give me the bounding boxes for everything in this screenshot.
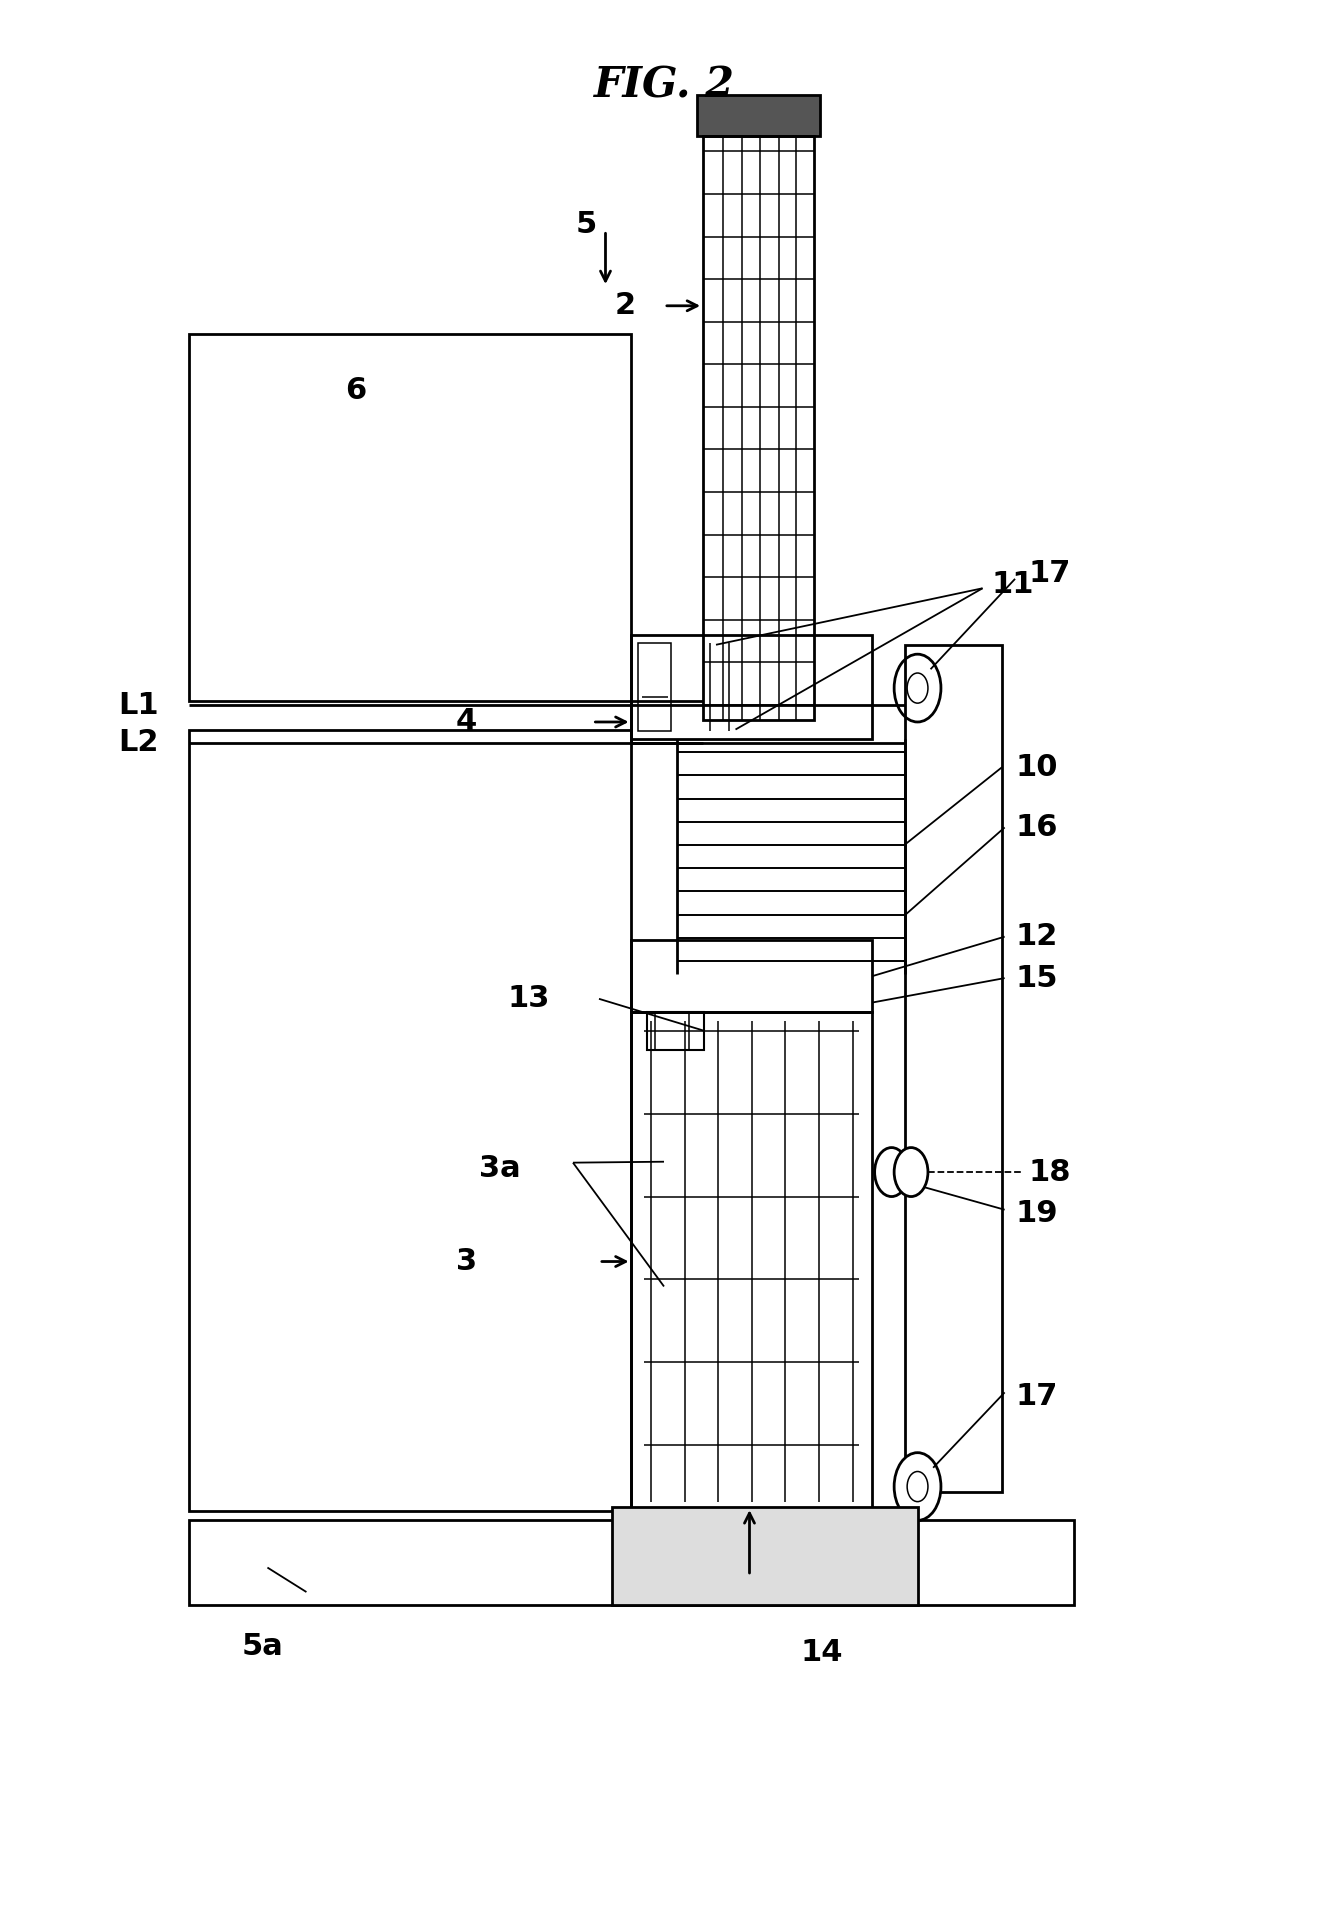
Text: 10: 10 (1015, 753, 1057, 782)
Text: FIG. 2: FIG. 2 (594, 65, 734, 107)
Text: 6: 6 (345, 376, 367, 405)
Bar (696, 96, 819, 136)
Circle shape (907, 1471, 928, 1502)
Text: 16: 16 (1015, 812, 1057, 843)
Text: 11: 11 (992, 569, 1035, 598)
Bar (632, 940, 872, 1013)
Bar (703, 136, 814, 720)
Circle shape (894, 1452, 942, 1521)
Circle shape (894, 654, 942, 722)
Bar (632, 634, 872, 740)
Text: 12: 12 (1015, 923, 1057, 952)
Bar (190, 1521, 1073, 1605)
Text: 19: 19 (1015, 1198, 1057, 1229)
Text: 5a: 5a (242, 1632, 283, 1661)
Bar (190, 334, 632, 701)
Circle shape (875, 1149, 908, 1196)
Bar (632, 1013, 872, 1512)
Text: 5: 5 (575, 210, 596, 239)
Bar (904, 644, 1003, 1492)
Bar (647, 1013, 704, 1049)
Text: 13: 13 (509, 984, 550, 1013)
Text: 17: 17 (1028, 558, 1070, 589)
Text: 3: 3 (456, 1248, 477, 1277)
Circle shape (907, 673, 928, 703)
Text: 2: 2 (615, 290, 636, 321)
Text: 15: 15 (1015, 963, 1057, 992)
Bar (637, 642, 671, 732)
Text: 3a: 3a (479, 1154, 521, 1183)
Bar (612, 1508, 918, 1605)
Text: L2: L2 (118, 728, 158, 757)
Text: 4: 4 (456, 707, 477, 736)
Text: 18: 18 (1028, 1158, 1070, 1187)
Text: L1: L1 (118, 690, 158, 720)
Circle shape (894, 1149, 928, 1196)
Text: 17: 17 (1015, 1382, 1057, 1410)
Bar (190, 730, 632, 1512)
Text: 14: 14 (801, 1638, 843, 1666)
